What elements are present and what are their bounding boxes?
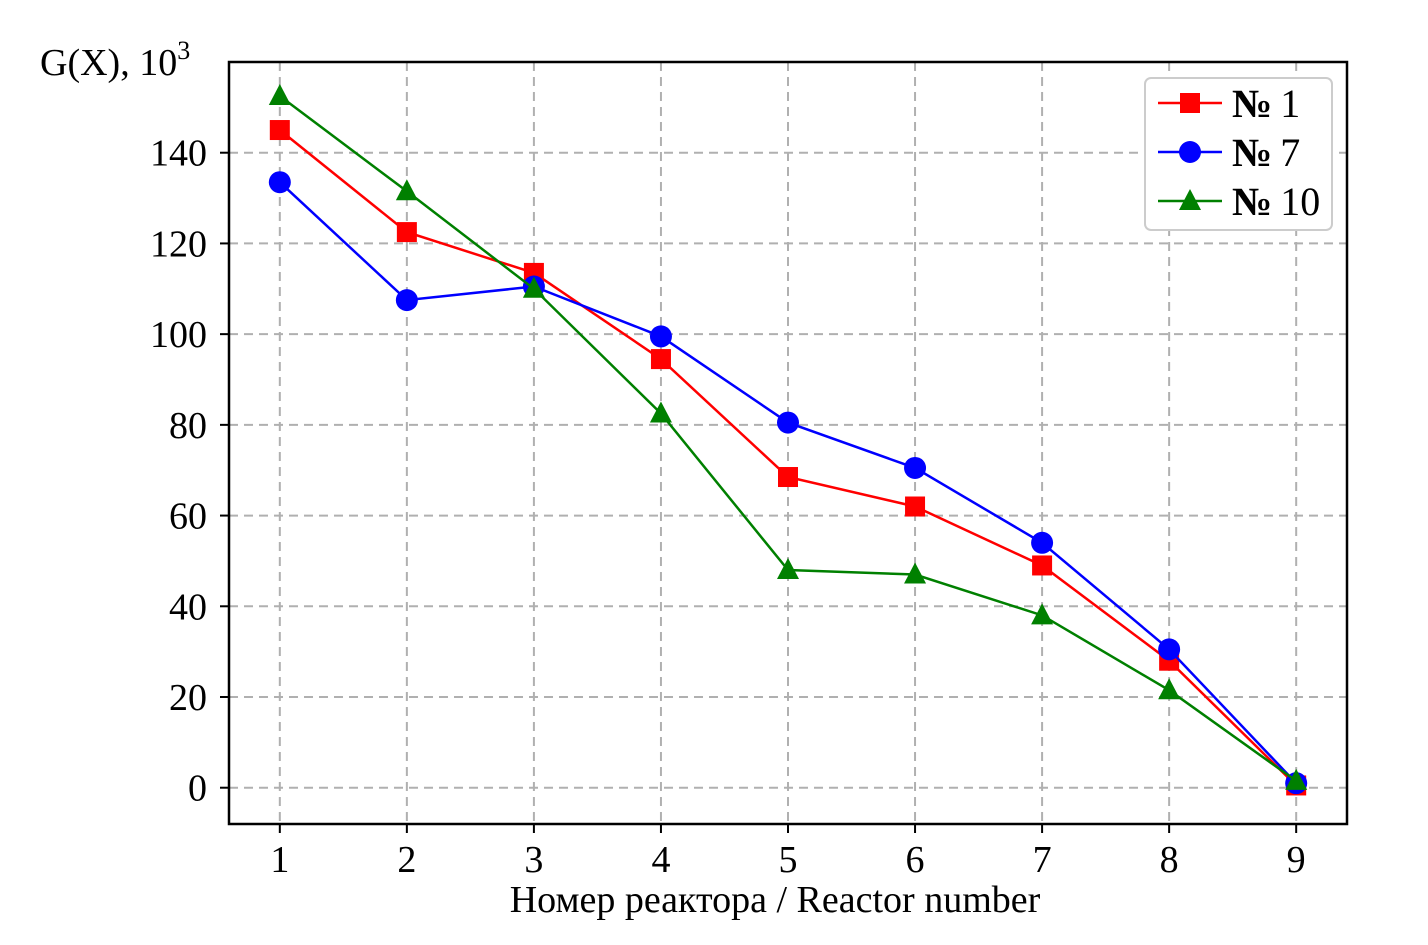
x-tick-label: 8	[1160, 839, 1179, 881]
legend-label: № 1	[1232, 81, 1300, 126]
data-point	[777, 411, 799, 434]
y-tick-label: 40	[169, 586, 207, 628]
legend-item: № 10	[1158, 179, 1320, 224]
legend-number: 1	[1280, 81, 1300, 126]
data-point	[1032, 555, 1053, 576]
data-point	[904, 456, 927, 479]
legend: № 1№ 7№ 10	[1144, 77, 1333, 231]
tick-labels: 1 2 3 4 5 6 7 8 9 0 20 40 60 80 100 120 140	[150, 133, 1306, 881]
y-tick-label: 60	[169, 496, 207, 538]
x-tick-label: 3	[524, 839, 543, 881]
tick-marks	[220, 151, 1298, 833]
y-tick-label: 20	[169, 677, 207, 719]
y-axis-label: G(X), 103	[40, 36, 190, 84]
x-tick-label: 7	[1033, 839, 1052, 881]
legend-symbol: №	[1232, 130, 1272, 175]
x-tick-label: 4	[651, 839, 670, 881]
legend-item: № 7	[1158, 130, 1300, 175]
data-point	[649, 401, 672, 423]
data-point	[905, 496, 926, 517]
data-point	[649, 325, 672, 348]
legend-symbol: №	[1232, 179, 1272, 224]
series-layer	[268, 84, 1308, 796]
series-3	[268, 84, 1308, 790]
legend-marker	[1179, 141, 1201, 163]
y-tick-label: 80	[169, 405, 207, 447]
x-tick-label: 9	[1287, 839, 1306, 881]
data-point	[395, 179, 418, 201]
data-point	[522, 276, 545, 298]
data-point	[395, 289, 418, 312]
legend-symbol: №	[1232, 81, 1272, 126]
x-tick-label: 1	[270, 839, 289, 881]
data-point	[777, 558, 799, 579]
data-point	[1031, 531, 1054, 554]
y-tick-label: 0	[188, 768, 207, 810]
legend-number: 10	[1280, 179, 1320, 224]
x-tick-label: 2	[397, 839, 416, 881]
data-point	[396, 222, 417, 243]
data-point	[778, 467, 798, 488]
data-point	[650, 349, 671, 370]
data-point	[1158, 678, 1181, 700]
x-axis-label: Номер реактора / Reactor number	[510, 879, 1041, 921]
data-point	[268, 171, 291, 194]
data-point	[1031, 603, 1054, 625]
x-tick-label: 6	[906, 839, 925, 881]
data-point	[268, 84, 291, 106]
y-axis-label-exponent: 3	[177, 36, 190, 65]
legend-marker	[1179, 189, 1201, 210]
legend-label: № 7	[1232, 130, 1300, 175]
legend-number: 7	[1280, 130, 1300, 175]
legend-marker	[1180, 93, 1200, 113]
legend-box	[1144, 77, 1333, 231]
y-tick-label: 120	[150, 223, 207, 265]
data-point	[904, 562, 927, 584]
y-axis-label-text: G(X), 10	[40, 42, 177, 84]
data-point	[1158, 638, 1181, 661]
legend-item: № 1	[1158, 81, 1300, 126]
data-point	[1285, 768, 1308, 790]
y-tick-label: 100	[150, 314, 207, 356]
data-point	[269, 120, 290, 141]
x-tick-label: 5	[779, 839, 798, 881]
legend-label: № 10	[1232, 179, 1320, 224]
y-tick-label: 140	[150, 133, 207, 175]
